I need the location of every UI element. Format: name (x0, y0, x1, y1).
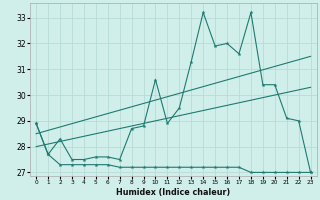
X-axis label: Humidex (Indice chaleur): Humidex (Indice chaleur) (116, 188, 230, 197)
